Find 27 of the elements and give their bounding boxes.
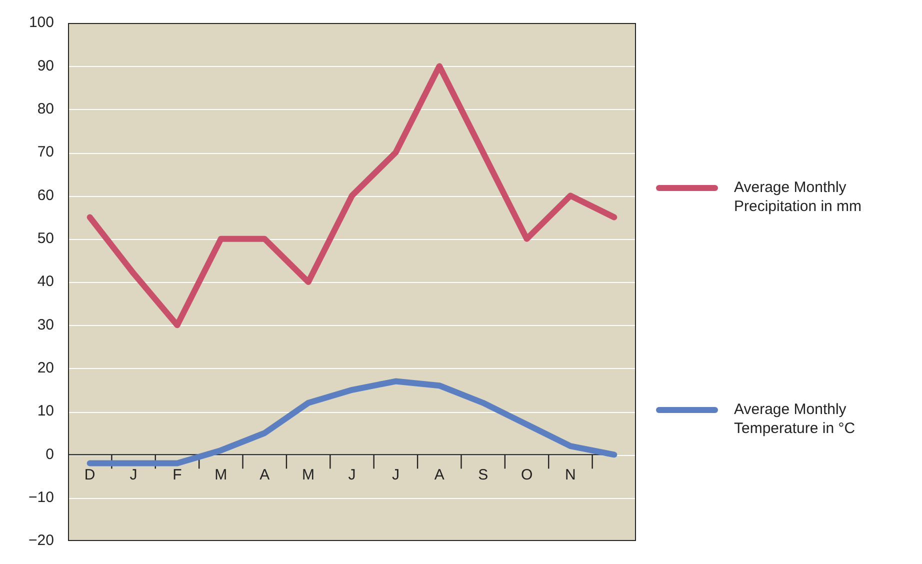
x-tick-label: M [302,466,315,484]
legend-label: Average Monthly Precipitation in mm [734,178,863,216]
y-tick-label: −10 [28,488,54,506]
x-tick-label: M [214,466,228,484]
x-tick-label: J [348,466,356,484]
y-tick-label: 40 [37,273,54,290]
y-tick-label: 10 [37,402,54,420]
x-tick-label: A [260,466,270,484]
x-tick-label: D [84,466,96,484]
x-tick-label: J [130,466,138,484]
y-tick-label: 30 [37,316,54,334]
y-tick-label: 60 [37,186,54,204]
y-tick-label: 50 [37,230,54,247]
y-tick-label: 0 [46,446,54,463]
x-tick-label: O [520,466,533,484]
x-tick-label: A [434,466,444,484]
y-tick-label: 20 [37,359,54,376]
x-tick-label: S [478,466,488,484]
y-tick-label: 80 [37,100,54,118]
y-tick-label: 100 [28,14,54,32]
legend-label: Average Monthly Temperature in °C [734,400,856,438]
x-tick-label: J [392,466,400,484]
x-tick-label: F [172,466,182,484]
y-tick-label: −20 [28,532,54,550]
y-tick-label: 90 [37,57,54,74]
x-tick-label: N [565,466,576,484]
y-tick-label: 70 [37,144,54,161]
